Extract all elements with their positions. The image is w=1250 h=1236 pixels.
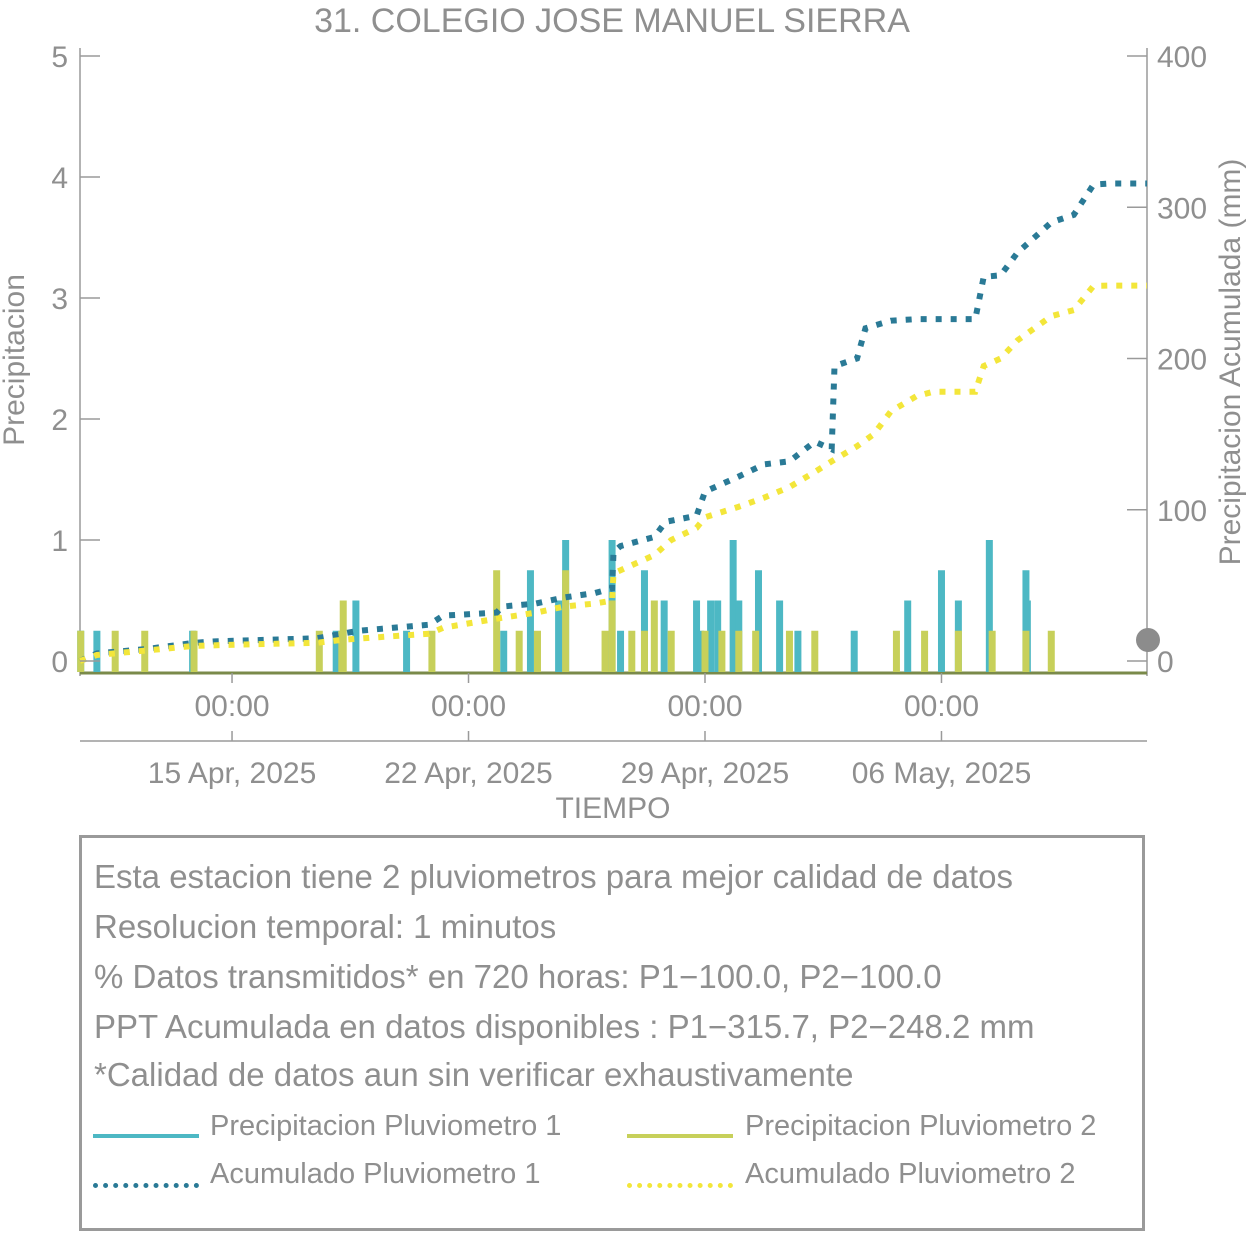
info-line-quality-note: *Calidad de datos aun sin verificar exha… [94, 1056, 854, 1093]
precip-bar-2 [701, 630, 709, 672]
x-tick-label: 00:00 [904, 690, 979, 723]
x-date-label: 06 May, 2025 [852, 757, 1032, 790]
precip-bar-2 [1047, 630, 1055, 672]
precip-bar-2 [650, 600, 658, 672]
precip-bar-2 [752, 630, 760, 672]
legend-label-accum-2: Acumulado Pluviometro 2 [745, 1158, 1076, 1190]
legend-swatch-precip-2 [627, 1134, 733, 1138]
precip-bar-1 [526, 570, 534, 672]
precip-bar-2 [954, 630, 962, 672]
x-tick-label: 00:00 [667, 690, 742, 723]
precip-bar-1 [776, 600, 784, 672]
precip-bar-2 [1022, 630, 1030, 672]
precip-bar-1 [693, 600, 701, 672]
y-tick-label-left: 5 [51, 41, 68, 74]
precip-bar-1 [714, 600, 722, 672]
precip-bar-1 [640, 570, 648, 672]
x-tick-label: 00:00 [194, 690, 269, 723]
precip-bar-2 [111, 630, 119, 672]
precip-bar-2 [811, 630, 819, 672]
y-tick-label-right: 100 [1157, 495, 1207, 528]
precip-bar-2 [601, 630, 609, 672]
end-marker [1136, 628, 1160, 652]
x-date-label: 29 Apr, 2025 [621, 757, 790, 790]
x-date-label: 15 Apr, 2025 [148, 757, 317, 790]
y-tick-label-right: 300 [1157, 192, 1207, 225]
precip-bar-2 [892, 630, 900, 672]
y-tick-label-left: 0 [51, 646, 68, 679]
precip-bar-1 [500, 630, 508, 672]
precip-bar-1 [697, 630, 705, 672]
legend-label-precip-1: Precipitacion Pluviometro 1 [210, 1110, 562, 1142]
precip-bar-2 [921, 630, 929, 672]
y-tick-label-left: 3 [51, 283, 68, 316]
precip-bar-2 [515, 630, 523, 672]
chart-title: 31. COLEGIO JOSE MANUEL SIERRA [314, 2, 910, 40]
precip-bar-1 [985, 540, 993, 672]
info-line-stations: Esta estacion tiene 2 pluviometros para … [94, 858, 1014, 895]
x-date-label: 22 Apr, 2025 [384, 757, 553, 790]
axes-layer [79, 48, 1148, 742]
info-line-accumulated: PPT Acumulada en datos disponibles : P1−… [94, 1008, 1035, 1045]
precip-bar-2 [562, 570, 570, 672]
precip-bar-2 [533, 630, 541, 672]
precip-bar-2 [608, 600, 616, 672]
y-tick-label-left: 2 [51, 404, 68, 437]
precip-bar-2 [428, 630, 436, 672]
y-axis-label-right: Precipitacion Acumulada (mm) [1214, 159, 1247, 566]
precip-bar-2 [667, 630, 675, 672]
precip-bar-2 [315, 630, 323, 672]
precip-bar-1 [660, 600, 668, 672]
precip-bar-1 [794, 630, 802, 672]
precip-bar-1 [403, 630, 411, 672]
precip-bar-1 [904, 600, 912, 672]
precip-bar-2 [190, 630, 198, 672]
precip-bar-1 [332, 630, 340, 672]
legend-swatch-accum-2 [627, 1183, 733, 1188]
precip-bar-1 [850, 630, 858, 672]
precip-bar-2 [785, 630, 793, 672]
y-tick-label-left: 1 [51, 525, 68, 558]
precip-bar-2 [988, 630, 996, 672]
precip-bar-2 [628, 630, 636, 672]
y-tick-label-right: 400 [1157, 41, 1207, 74]
y-tick-label-right: 0 [1157, 646, 1174, 679]
precip-bar-1 [754, 570, 762, 672]
precip-bar-2 [735, 630, 743, 672]
precipitation-chart: 31. COLEGIO JOSE MANUEL SIERRA Precipita… [0, 2, 1247, 825]
legend-label-precip-2: Precipitacion Pluviometro 2 [745, 1110, 1097, 1142]
precip-bar-1 [707, 600, 715, 672]
legend-label-accum-1: Acumulado Pluviometro 1 [210, 1158, 541, 1190]
info-line-transmitted: % Datos transmitidos* en 720 horas: P1−1… [94, 958, 942, 995]
precip-bar-1 [937, 570, 945, 672]
precip-bar-1 [352, 600, 360, 672]
precip-bar-1 [617, 630, 625, 672]
info-line-resolution: Resolucion temporal: 1 minutos [94, 908, 557, 945]
precip-bar-2 [77, 630, 85, 672]
precip-bar-1 [555, 600, 563, 672]
precip-bar-1 [729, 540, 737, 672]
bars-layer [77, 540, 1055, 672]
precip-bar-2 [718, 630, 726, 672]
y-tick-label-left: 4 [51, 162, 68, 195]
y-tick-label-right: 200 [1157, 344, 1207, 377]
info-box: Esta estacion tiene 2 pluviometros para … [79, 835, 1145, 1231]
precip-bar-2 [339, 600, 347, 672]
x-tick-label: 00:00 [431, 690, 506, 723]
legend-swatch-accum-1 [93, 1183, 199, 1188]
x-axis-label: TIEMPO [555, 792, 670, 825]
legend-swatch-precip-1 [93, 1134, 199, 1138]
ticks-layer: 0 1 2 3 4 5 0 100 200 300 400 00:00 15 Apr, 2025 00:0… [51, 41, 1207, 790]
y-axis-label-left: Precipitacion [0, 274, 31, 446]
precip-bar-2 [640, 630, 648, 672]
